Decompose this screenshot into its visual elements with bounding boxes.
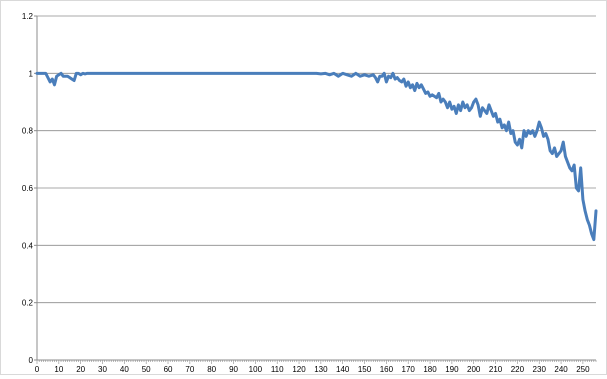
y-tick-label: 0.4 xyxy=(22,241,34,250)
x-tick-label: 120 xyxy=(292,365,306,374)
x-tick-label: 40 xyxy=(120,365,129,374)
y-tick-label: 0.8 xyxy=(22,127,34,136)
x-tick-label: 90 xyxy=(229,365,238,374)
x-tick-label: 100 xyxy=(249,365,263,374)
x-tick-label: 30 xyxy=(98,365,107,374)
x-tick-label: 220 xyxy=(511,365,525,374)
series-layer xyxy=(35,71,598,242)
x-tick-label: 240 xyxy=(554,365,568,374)
y-tick-label: 1 xyxy=(29,69,34,78)
y-tick-label: 1.2 xyxy=(22,12,34,21)
x-tick-label: 130 xyxy=(314,365,328,374)
gridlines xyxy=(37,15,596,304)
x-tick-label: 170 xyxy=(402,365,416,374)
x-tick-label: 160 xyxy=(380,365,394,374)
x-tick-label: 150 xyxy=(358,365,372,374)
x-tick-labels: 0 10 20 30 40 50 60 70 80 90 100 110 120 130 140 150 160… xyxy=(35,365,590,374)
x-tick-label: 0 xyxy=(35,365,40,374)
x-tick-label: 110 xyxy=(271,365,284,374)
x-tick-label: 230 xyxy=(533,365,547,374)
x-tick-label: 60 xyxy=(164,365,173,374)
x-tick-label: 200 xyxy=(467,365,481,374)
x-tick-label: 180 xyxy=(423,365,437,374)
y-tick-label: 0.6 xyxy=(22,184,34,193)
axes xyxy=(34,15,597,364)
y-tick-label: 0.2 xyxy=(22,299,34,308)
y-tick-labels: 0 0.2 0.4 0.6 0.8 1 1.2 xyxy=(22,12,34,365)
x-tick-label: 140 xyxy=(336,365,350,374)
x-tick-label: 210 xyxy=(489,365,503,374)
x-tick-label: 80 xyxy=(207,365,216,374)
x-tick-label: 20 xyxy=(76,365,85,374)
x-tick-label: 190 xyxy=(445,365,459,374)
x-tick-label: 70 xyxy=(185,365,194,374)
x-tick-label: 50 xyxy=(142,365,151,374)
series-line xyxy=(35,71,598,242)
x-tick-label: 250 xyxy=(576,365,590,374)
y-tick-label: 0 xyxy=(29,356,34,365)
x-tick-label: 10 xyxy=(54,365,63,374)
